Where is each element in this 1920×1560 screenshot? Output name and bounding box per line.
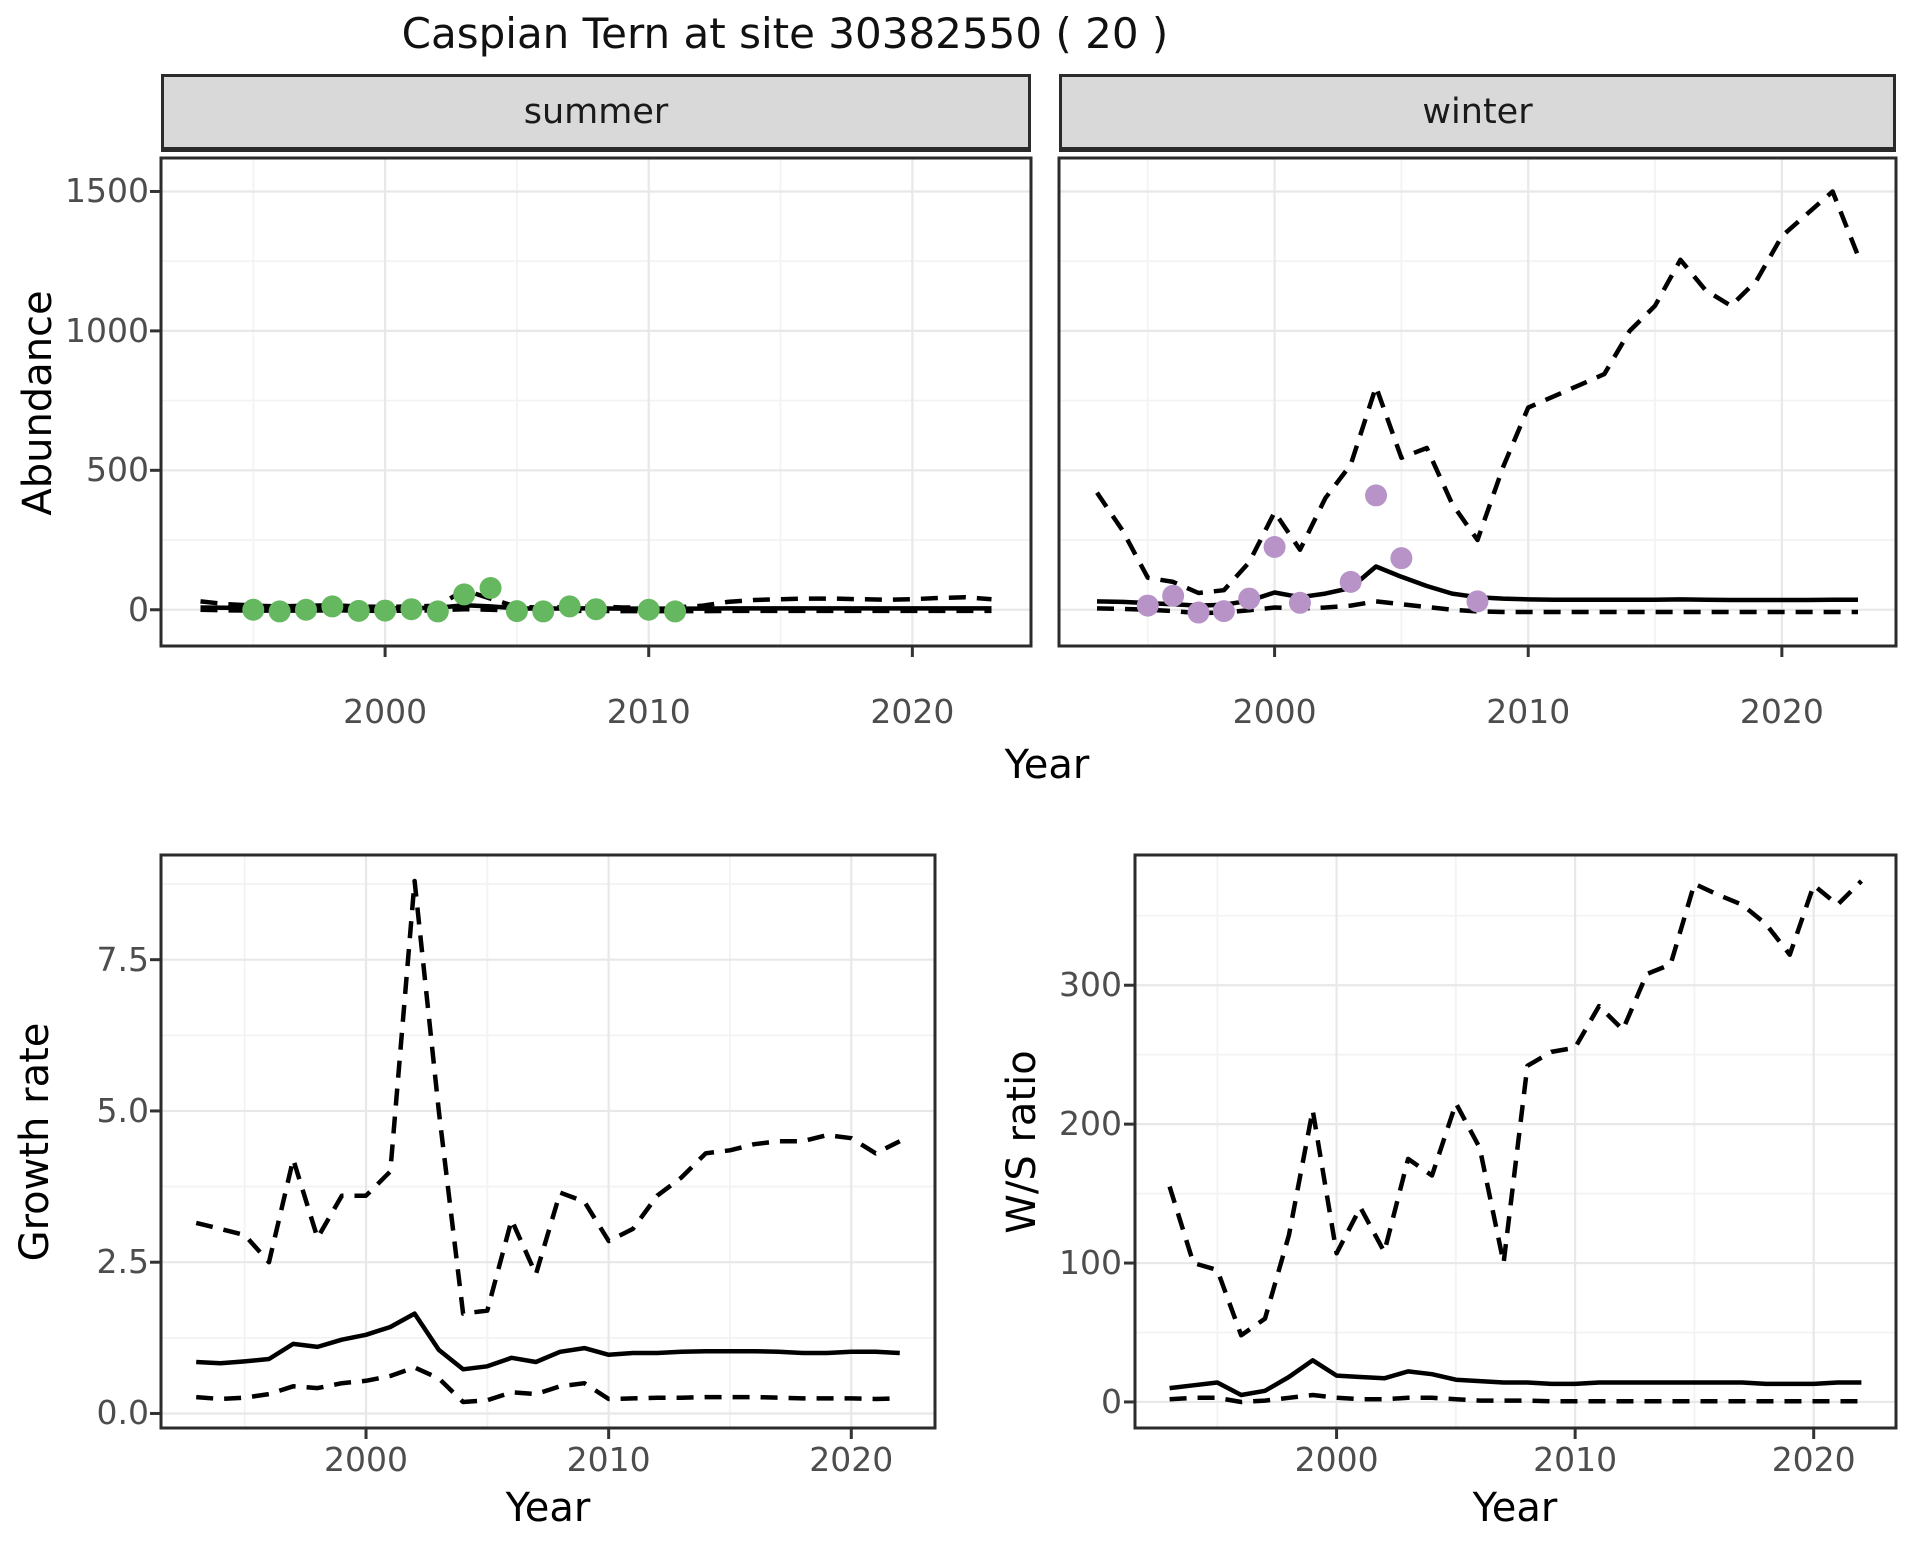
panel-bg-growth-rate (161, 855, 935, 1428)
y-tick-label-ws-ratio-0: 0 (1101, 1381, 1122, 1421)
x-tick-label-ws-ratio-2020: 2020 (1771, 1440, 1856, 1479)
panel-border-growth-rate (159, 853, 937, 1430)
plot-title: Caspian Tern at site 30382550 ( 20 ) (401, 9, 1169, 58)
tick-marks-growth-rate (150, 958, 853, 1439)
tick-marks-ws-ratio (1124, 983, 1816, 1439)
facet-strip-winter: winter (1059, 74, 1896, 152)
y-tick-label-growth-rate-7.5: 7.5 (96, 939, 149, 979)
x-tick-label-growth-rate-2020: 2020 (809, 1440, 894, 1479)
series-group-ws-ratio (1167, 879, 1863, 1405)
abundance-winter-upper-ci (1095, 189, 1861, 596)
abundance-winter-observed-counts (1136, 484, 1489, 624)
y-tick-label-abundance-summer-0: 0 (128, 589, 149, 629)
y-tick-label-abundance-summer-1500: 1500 (65, 171, 149, 211)
abundance-summer-observed-counts (242, 576, 687, 623)
y-tick-label-abundance-summer-1000: 1000 (65, 310, 149, 350)
ws-ratio-lower-ci (1169, 1392, 1862, 1405)
facet-strip-summer-label: summer (523, 92, 669, 132)
y-tick-label-growth-rate-0.0: 0.0 (96, 1393, 149, 1433)
x-tick-label-abundance-summer-2000: 2000 (343, 692, 428, 731)
ws-ratio-median (1169, 1358, 1862, 1398)
panel-border-ws-ratio (1133, 853, 1898, 1430)
x-tick-label-abundance-winter-2020: 2020 (1739, 692, 1824, 731)
x-tick-label-ws-ratio-2000: 2000 (1294, 1440, 1379, 1479)
x-axis-title-year-ws: Year (1472, 1485, 1558, 1531)
panel-bg-abundance-summer (161, 158, 1031, 646)
y-tick-label-abundance-summer-500: 500 (86, 450, 149, 490)
tick-marks-abundance-winter (1273, 647, 1784, 657)
growth-rate-upper-ci (195, 878, 901, 1316)
panel-border-abundance-winter (1057, 156, 1898, 648)
x-tick-label-ws-ratio-2010: 2010 (1533, 1440, 1618, 1479)
panel-border-abundance-summer (159, 156, 1033, 648)
panel-bg-ws-ratio (1135, 855, 1896, 1428)
x-tick-label-abundance-winter-2000: 2000 (1232, 692, 1317, 731)
x-axis-title-year-top: Year (1004, 742, 1090, 788)
growth-rate-median (196, 1311, 900, 1372)
x-tick-label-abundance-winter-2010: 2010 (1486, 692, 1571, 731)
ws-ratio-upper-ci (1167, 879, 1863, 1338)
facet-strip-summer: summer (161, 74, 1031, 152)
y-tick-label-growth-rate-2.5: 2.5 (96, 1242, 149, 1282)
panel-bg-abundance-winter (1059, 158, 1896, 646)
x-tick-label-abundance-summer-2010: 2010 (606, 692, 691, 731)
y-tick-label-ws-ratio-300: 300 (1059, 965, 1122, 1005)
x-axis-title-year-growth: Year (505, 1485, 591, 1531)
x-tick-label-growth-rate-2010: 2010 (566, 1440, 651, 1479)
y-axis-title-abundance: Abundance (15, 290, 61, 516)
series-group-abundance-winter (1095, 189, 1861, 624)
x-tick-label-growth-rate-2000: 2000 (324, 1440, 408, 1479)
x-tick-label-abundance-summer-2020: 2020 (870, 692, 955, 731)
tick-marks-abundance-summer (150, 189, 914, 657)
growth-rate-lower-ci (196, 1365, 900, 1405)
y-tick-label-ws-ratio-100: 100 (1059, 1243, 1122, 1283)
y-tick-label-ws-ratio-200: 200 (1059, 1104, 1122, 1144)
series-group-abundance-summer (200, 576, 992, 623)
y-tick-label-growth-rate-5.0: 5.0 (96, 1090, 149, 1130)
facet-strip-winter-label: winter (1422, 92, 1533, 132)
series-group-growth-rate (195, 878, 901, 1405)
gridlines-ws-ratio (1135, 855, 1896, 1428)
